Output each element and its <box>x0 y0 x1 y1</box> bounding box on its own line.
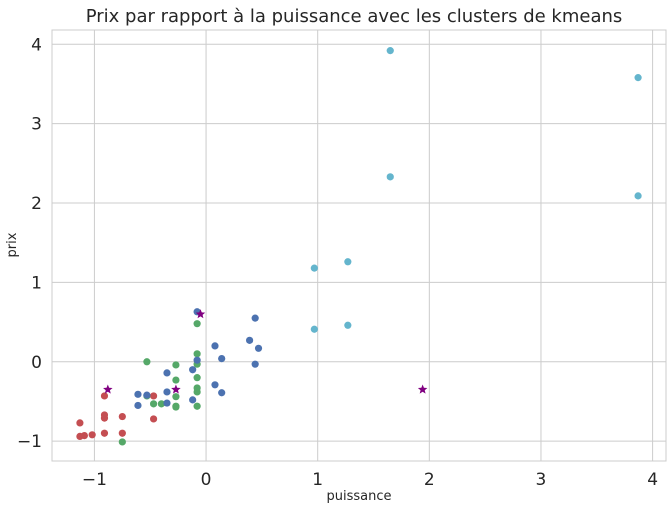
cluster-2-point <box>251 314 259 322</box>
y-tick-label: −1 <box>17 432 42 452</box>
cluster-2-point <box>163 388 171 396</box>
cluster-3-point <box>634 74 642 82</box>
plot-frame <box>51 29 667 462</box>
cluster-2-point <box>251 360 259 368</box>
cluster-0-point <box>149 392 158 400</box>
cluster-0-point <box>100 429 109 437</box>
cluster-1-point <box>143 358 151 366</box>
y-tick-labels: −1 0 1 2 3 4 <box>17 35 42 452</box>
y-tick-label: 4 <box>31 35 42 55</box>
chart-title: Prix par rapport à la puissance avec les… <box>86 6 623 27</box>
cluster-0-point <box>118 429 126 437</box>
cluster-2-point <box>163 399 171 407</box>
cluster-1-point <box>157 400 166 408</box>
cluster-2-point <box>193 356 201 364</box>
x-tick-label: −1 <box>82 470 107 490</box>
y-tick-label: 0 <box>31 353 42 373</box>
grid <box>52 30 666 461</box>
cluster-1-point <box>172 361 180 369</box>
centroid-star-point <box>103 384 113 394</box>
cluster-2-point <box>218 389 226 397</box>
cluster-3-point <box>310 264 318 272</box>
x-tick-label: 0 <box>201 470 212 490</box>
cluster-2-point <box>218 355 226 363</box>
cluster-3-point <box>310 325 318 333</box>
cluster-2-point <box>189 366 197 374</box>
cluster-2-point <box>143 391 151 399</box>
x-tick-labels: −1 0 1 2 3 4 <box>82 470 658 490</box>
cluster-1-point <box>193 402 201 410</box>
y-tick-label: 3 <box>31 115 42 135</box>
cluster-0-point <box>88 431 96 439</box>
cluster-1-point <box>149 400 158 408</box>
cluster-3-point <box>344 258 352 266</box>
x-tick-label: 3 <box>536 470 547 490</box>
centroid-star-point <box>171 384 181 394</box>
y-axis-label: prix <box>5 232 20 257</box>
cluster-2-point <box>189 396 197 404</box>
cluster-1-point <box>193 388 201 396</box>
cluster-0-point <box>76 419 84 427</box>
cluster-3-point <box>386 47 394 55</box>
cluster-0-point <box>80 432 88 440</box>
x-axis-label: puissance <box>327 489 392 504</box>
cluster-2-point <box>254 344 263 352</box>
y-tick-label: 1 <box>31 273 42 293</box>
cluster-2-point <box>245 336 254 344</box>
data-points <box>76 47 642 446</box>
y-tick-label: 2 <box>31 194 42 214</box>
cluster-1-point <box>172 393 180 401</box>
centroid-star-point <box>417 384 428 394</box>
cluster-1-point <box>193 350 201 358</box>
cluster-1-point <box>172 376 180 384</box>
cluster-2-point <box>211 342 219 350</box>
cluster-2-point <box>211 381 219 389</box>
cluster-1-point <box>193 320 201 328</box>
cluster-0-point <box>100 392 109 400</box>
cluster-1-point <box>193 374 201 382</box>
cluster-3-point <box>634 192 642 200</box>
centroid-star-point <box>195 309 206 319</box>
cluster-0-point <box>149 415 158 423</box>
cluster-3-point <box>386 173 394 181</box>
cluster-1-point <box>118 438 126 446</box>
cluster-0-point <box>118 412 126 421</box>
x-tick-label: 2 <box>424 470 435 490</box>
cluster-0-point <box>100 414 109 422</box>
x-tick-label: 1 <box>312 470 323 490</box>
cluster-1-point <box>172 403 180 411</box>
cluster-2-point <box>163 369 171 377</box>
cluster-2-point <box>134 401 142 410</box>
cluster-2-point <box>134 390 142 398</box>
cluster-3-point <box>344 321 352 329</box>
x-tick-label: 4 <box>647 470 658 490</box>
